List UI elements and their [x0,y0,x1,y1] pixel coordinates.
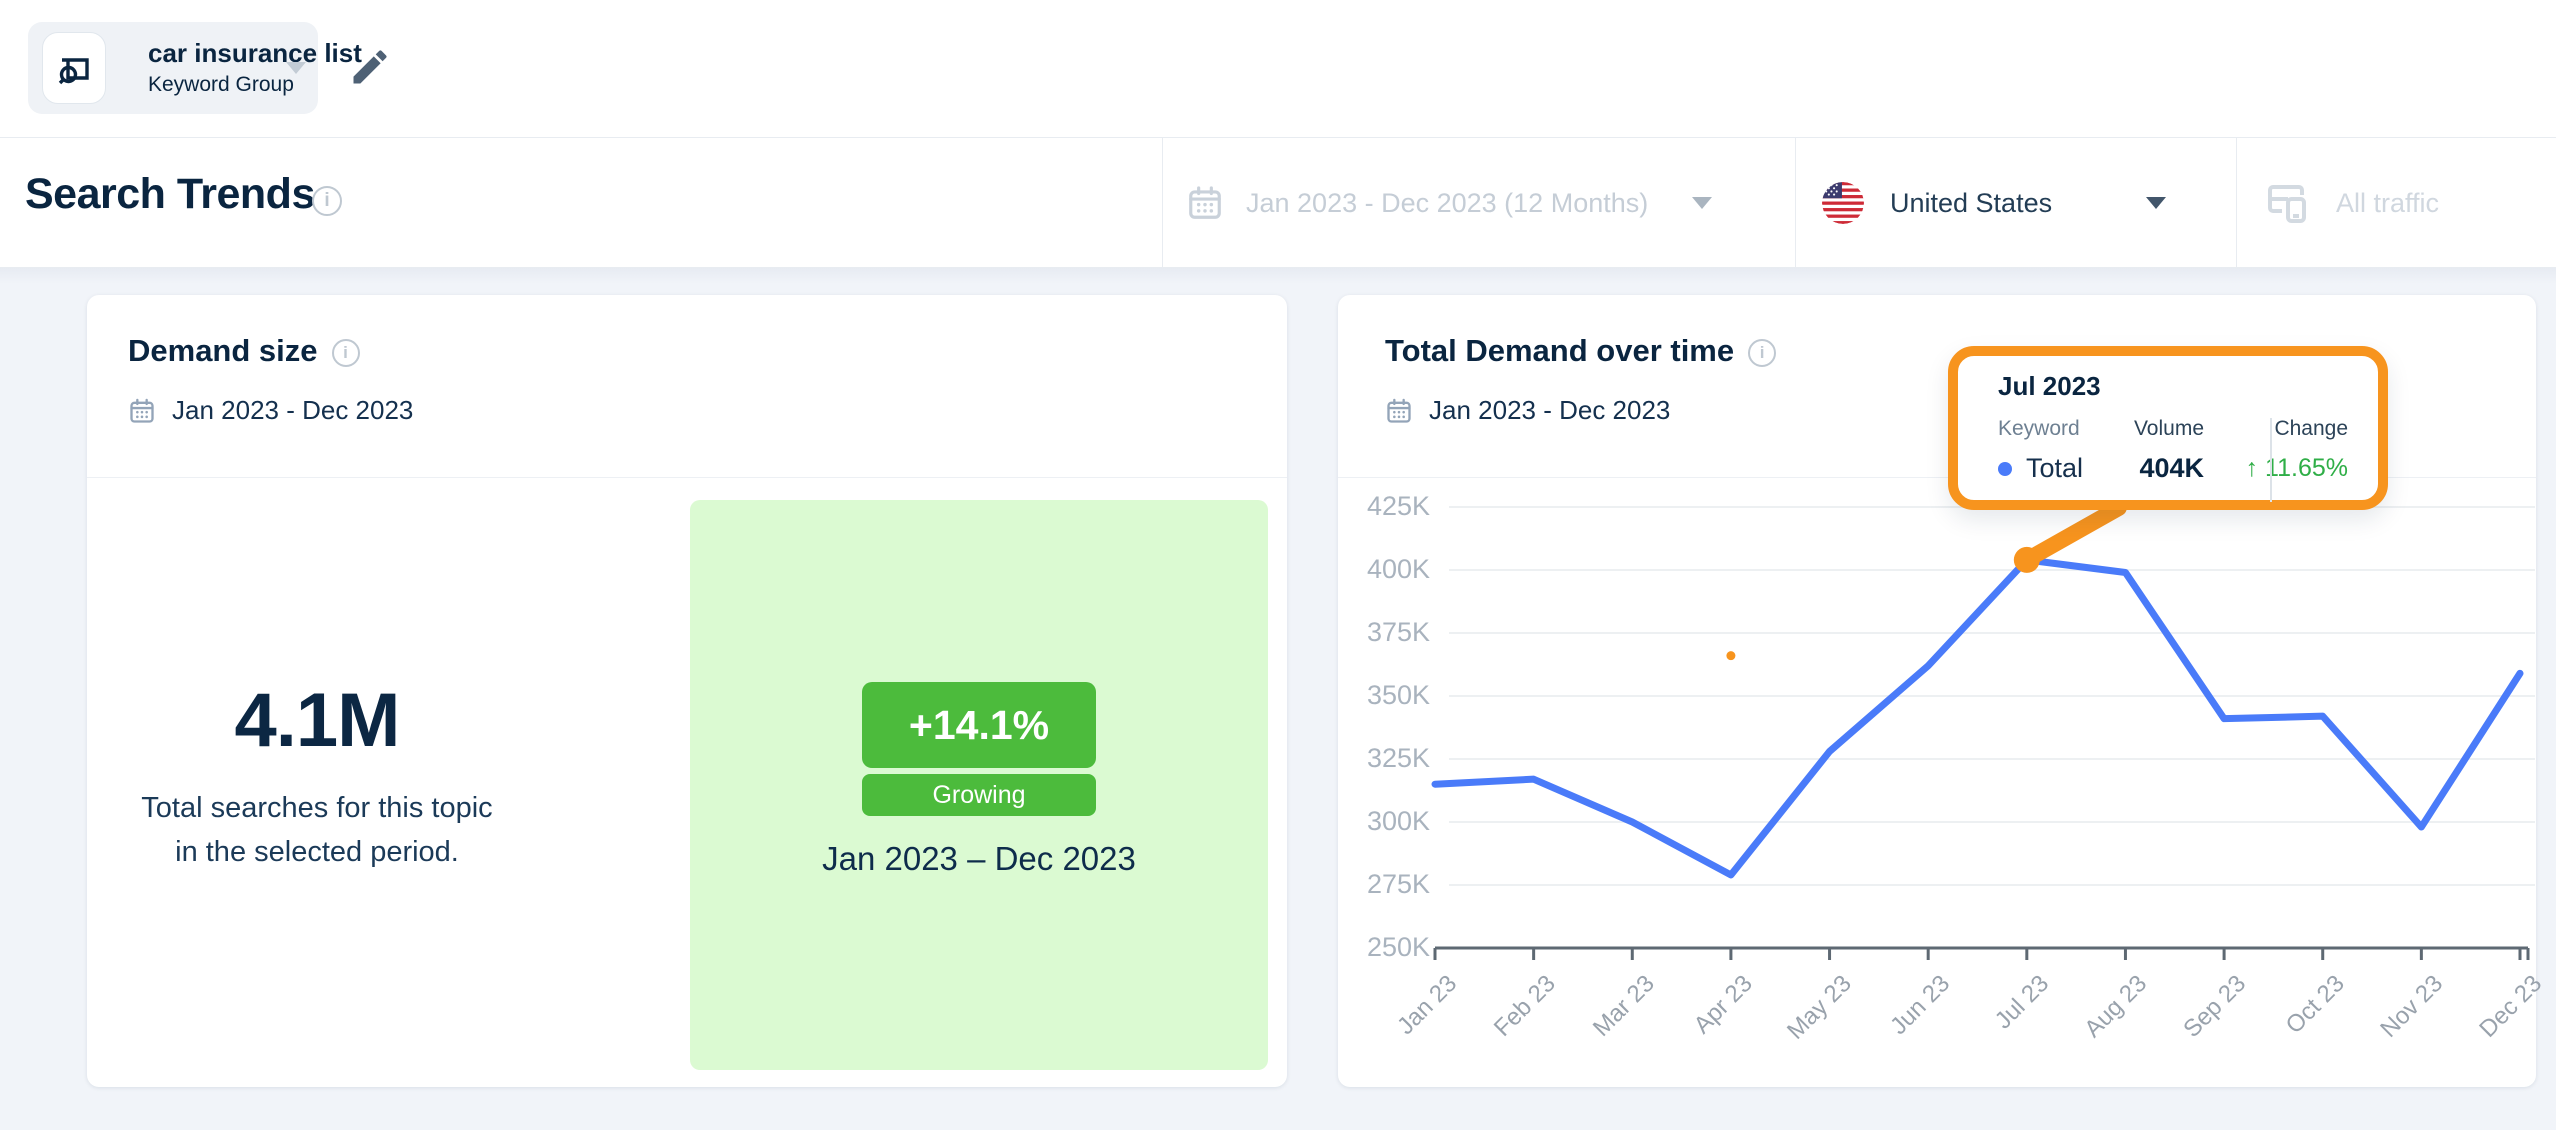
y-axis-label: 250K [1366,932,1430,962]
y-axis-label: 375K [1366,617,1430,647]
edit-button[interactable] [346,40,394,96]
total-searches-caption: Total searches for this topic in the sel… [141,792,493,868]
chart-canvas [1431,499,2535,960]
traffic-label: All traffic [2336,187,2440,218]
stray-orange-dot [1726,651,1736,661]
tooltip-col-change: Change [2274,417,2348,440]
divider [87,477,1287,478]
tooltip-change-value: ↑ 11.65% [2245,454,2348,482]
tooltip-connector [2018,499,2127,568]
divider [1162,138,1163,268]
top-bar: car insurance list Keyword Group [0,0,2556,138]
keyword-group-type: Keyword Group [148,73,294,96]
us-flag-icon [1822,182,1864,224]
trend-date-label: Jan 2023 - Dec 2023 [1429,395,1671,425]
y-axis-label: 275K [1366,869,1430,899]
country-selector[interactable]: United States [1822,138,2167,268]
tooltip-col-keyword: Keyword [1998,417,2080,440]
y-axis-label: 300K [1366,806,1430,836]
demand-date-label: Jan 2023 - Dec 2023 [172,395,414,425]
page-title: Search Trends [25,170,315,218]
keyword-group-icon-box [42,32,106,104]
keyword-group-icon [58,58,89,85]
tooltip-volume-value: 404K [2139,453,2204,483]
y-axis-label: 400K [1366,554,1430,584]
highlight-point [2013,546,2040,573]
country-label: United States [1890,187,2053,218]
growth-panel: +14.1% Growing Jan 2023 – Dec 2023 [690,500,1268,1070]
calendar-icon [130,398,154,423]
pencil-icon [353,49,387,83]
demand-size-title: Demand size [128,333,318,368]
y-axis-label: 425K [1366,491,1430,521]
total-searches-block: 4.1M Total searches for this topic in th… [87,477,547,874]
demand-size-card: Demand size i Jan 2023 - Dec 2023 4.1M To… [87,295,1287,1087]
growth-period-label: Jan 2023 – Dec 2023 [822,840,1136,877]
date-range-label: Jan 2023 - Dec 2023 (12 Months) [1246,187,1649,218]
info-icon[interactable]: i [1748,339,1777,367]
tooltip-col-volume: Volume [2133,417,2204,440]
y-axis-label: 325K [1366,743,1430,773]
chevron-down-icon [286,62,306,74]
divider [1795,138,1796,268]
calendar-icon [1189,186,1221,219]
devices-icon [2268,185,2306,223]
growing-status-badge: Growing [862,774,1096,816]
total-demand-title: Total Demand over time [1385,333,1735,368]
chart-tooltip: Jul 2023 Keyword Volume Change Total 404… [1948,346,2388,510]
keyword-group-selector[interactable]: car insurance list Keyword Group [28,22,362,114]
divider [1338,477,2536,478]
content-area: Demand size i Jan 2023 - Dec 2023 4.1M To… [0,268,2556,1130]
page-header: Search Trends i Jan 2023 - Dec 2023 (12 … [0,138,2556,268]
info-icon[interactable]: i [312,186,342,216]
series-dot-icon [1998,461,2012,476]
growth-percent-badge: +14.1% [862,682,1096,768]
tooltip-divider [2270,418,2272,502]
keyword-group-name: car insurance list [148,38,362,68]
date-range-picker[interactable]: Jan 2023 - Dec 2023 (12 Months) [1186,138,1713,268]
card-date-range: Jan 2023 - Dec 2023 [1385,395,1670,426]
y-axis-label: 350K [1366,680,1430,710]
chevron-down-icon [2146,197,2167,209]
demand-line [1431,556,2524,879]
calendar-icon [1387,398,1411,423]
chevron-down-icon [1692,197,1713,209]
divider [2236,138,2237,268]
traffic-selector[interactable]: All traffic [2264,138,2439,268]
card-date-range: Jan 2023 - Dec 2023 [128,395,413,426]
tooltip-series-label: Total [2026,453,2084,483]
info-icon[interactable]: i [331,339,360,367]
demand-line-chart[interactable]: Jul 2023 Keyword Volume Change Total 404… [1338,346,2547,1087]
tooltip-month: Jul 2023 [1998,371,2101,401]
total-demand-card: Total Demand over time i Jan 2023 - Dec 2… [1338,295,2547,1087]
total-searches-value: 4.1M [234,678,401,763]
